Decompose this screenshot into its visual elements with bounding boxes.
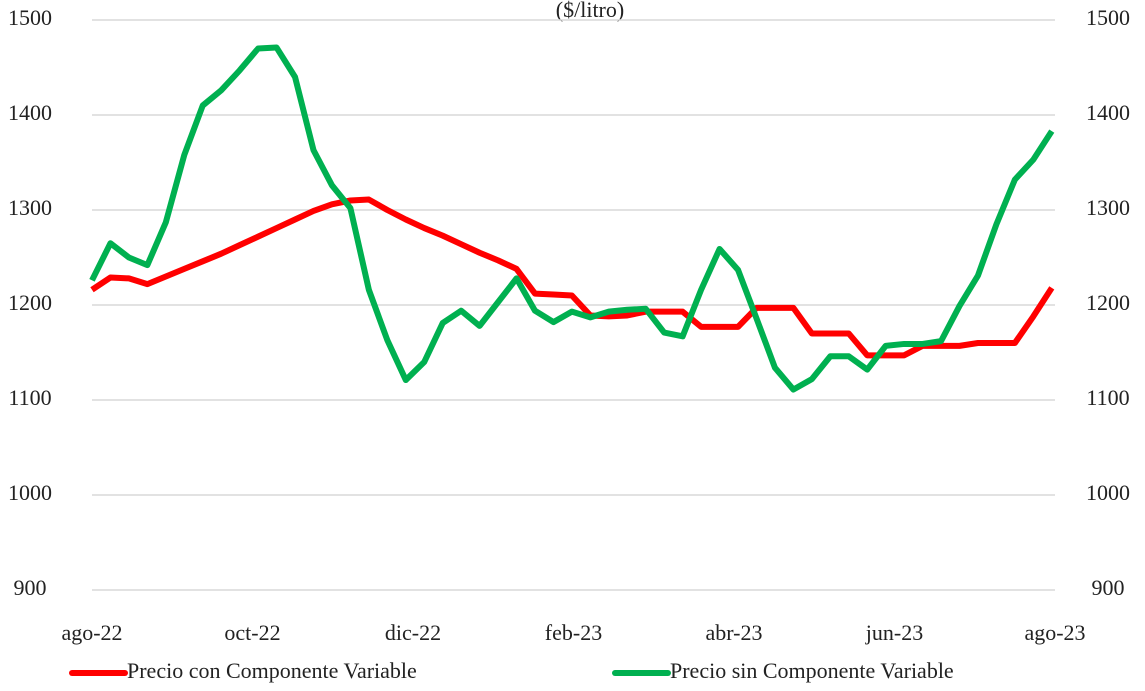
y-tick-label: 1100 — [8, 385, 51, 410]
y-tick-label: 1200 — [8, 290, 52, 315]
y2-tick-label: 1300 — [1086, 195, 1130, 220]
y2-tick-label: 1500 — [1086, 5, 1130, 30]
y-tick-label: 1000 — [8, 480, 52, 505]
series-line — [90, 196, 1055, 359]
x-tick-label: ago-23 — [1024, 620, 1085, 645]
x-tick-label: feb-23 — [545, 620, 602, 645]
y2-tick-label: 1400 — [1086, 100, 1130, 125]
series-line — [89, 44, 1055, 393]
x-tick-label: dic-22 — [385, 620, 441, 645]
x-tick-label: ago-22 — [61, 620, 122, 645]
y2-tick-label: 1100 — [1086, 385, 1129, 410]
x-tick-label: abr-23 — [706, 620, 763, 645]
y2-tick-label: 1000 — [1086, 480, 1130, 505]
y-tick-label: 1400 — [8, 100, 52, 125]
legend-label: Precio con Componente Variable — [127, 658, 417, 683]
y-tick-label: 1500 — [8, 5, 52, 30]
legend-label: Precio sin Componente Variable — [670, 658, 954, 683]
y2-tick-label: 1200 — [1086, 290, 1130, 315]
y-tick-label: 1300 — [8, 195, 52, 220]
x-tick-label: jun-23 — [865, 620, 923, 645]
y-tick-label: 900 — [14, 575, 47, 600]
y2-tick-label: 900 — [1092, 575, 1125, 600]
chart-title: ($/litro) — [556, 0, 624, 22]
x-tick-label: oct-22 — [224, 620, 280, 645]
